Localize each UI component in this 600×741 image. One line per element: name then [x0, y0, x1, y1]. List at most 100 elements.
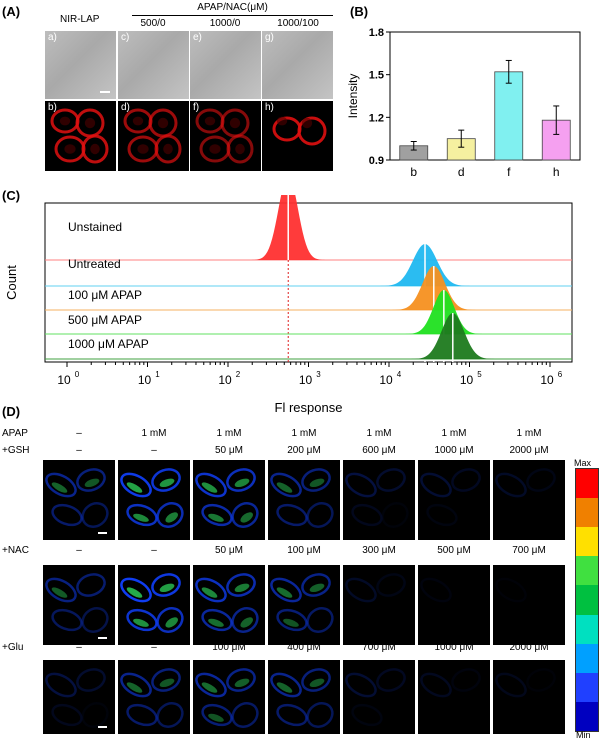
cell-outline — [51, 503, 83, 527]
cell-outline — [226, 668, 256, 692]
cell-fluorescence — [195, 108, 254, 164]
red-cell-outline — [297, 116, 327, 146]
series-label: Untreated — [68, 257, 121, 271]
colorbar-segment — [576, 701, 598, 731]
cell-nucleus — [276, 116, 288, 126]
cell-nucleus — [229, 117, 241, 129]
hotspot — [126, 482, 143, 493]
x-tick-exponent: 5 — [477, 370, 482, 379]
concentration-label: – — [76, 445, 82, 456]
concentration-label: 100 μM — [212, 642, 246, 653]
cell-outline — [345, 577, 377, 603]
cell-signal — [270, 668, 334, 728]
series-label: Unstained — [68, 220, 122, 234]
fluorescence-image — [43, 460, 115, 540]
cell-outline — [156, 607, 184, 633]
x-tick-label: 10 — [379, 373, 393, 387]
hotspot — [201, 682, 218, 693]
cell-outline — [156, 702, 184, 728]
subpanel-label: h) — [265, 102, 274, 113]
x-tick-label: f — [507, 165, 511, 179]
cell-outline — [306, 502, 334, 528]
hotspot — [276, 682, 293, 693]
apap-value: 1 mM — [366, 428, 392, 439]
cell-signal — [495, 672, 527, 698]
cell-outline — [226, 573, 256, 597]
subpanel-label: a) — [48, 32, 57, 43]
fluorescence-image — [343, 565, 415, 645]
cell-signal — [45, 573, 109, 633]
cell-outline — [151, 573, 181, 597]
cell-outline — [231, 502, 259, 528]
fluorescence-image — [43, 660, 115, 734]
scale-bar — [98, 532, 107, 534]
series-label: 100 μM APAP — [68, 288, 142, 302]
cell-outline — [126, 703, 158, 727]
x-tick-label: 10 — [299, 373, 313, 387]
row-label-gsh: +GSH — [2, 445, 30, 456]
hotspot — [201, 587, 218, 598]
row-label-nac: +NAC — [2, 545, 29, 556]
fluorescence-image: d) — [118, 101, 189, 171]
cell-outline — [420, 672, 452, 698]
cell-outline — [195, 577, 227, 603]
red-cell-outline — [154, 134, 182, 164]
fluorescence-image — [268, 460, 340, 540]
series-label: 1000 μM APAP — [68, 337, 149, 351]
cell-signal — [270, 468, 334, 528]
concentration-label: 1000 μM — [434, 445, 474, 456]
cell-signal — [345, 468, 409, 528]
cell-signal — [195, 668, 259, 728]
hotspot — [126, 587, 143, 598]
red-cell-outline — [226, 134, 254, 164]
hotspot — [208, 513, 224, 522]
cell-outline — [126, 503, 158, 527]
hotspot — [234, 583, 250, 593]
cell-signal — [420, 468, 481, 527]
x-tick-label: 10 — [460, 373, 474, 387]
treatment-underline — [132, 15, 333, 16]
cell-outline — [120, 672, 152, 698]
concentration-label: 600 μM — [362, 445, 396, 456]
cell-outline — [376, 468, 406, 492]
concentration-label: 50 μM — [215, 545, 243, 556]
fluorescence-image: b) — [45, 101, 116, 171]
panel-a-label: (A) — [2, 4, 21, 19]
fluorescence-image: h) — [262, 101, 333, 171]
concentration-label: 1000 μM — [434, 642, 474, 653]
x-tick-label: 10 — [138, 373, 152, 387]
x-tick-label: 10 — [218, 373, 232, 387]
concentration-label: 400 μM — [287, 642, 321, 653]
x-tick-label: b — [410, 165, 417, 179]
brightfield-image: a) — [45, 31, 116, 99]
red-cell-outline — [81, 134, 109, 164]
cell-signal — [495, 468, 556, 498]
cell-outline — [201, 703, 233, 727]
cell-nucleus — [64, 144, 76, 154]
panel-d-label: (D) — [2, 404, 21, 419]
cell-nucleus — [84, 117, 96, 129]
plot-frame — [389, 31, 581, 161]
fluorescence-image — [493, 460, 565, 540]
cell-signal — [345, 668, 406, 727]
hotspot — [126, 682, 143, 693]
cell-signal — [45, 668, 109, 728]
cell-signal — [45, 468, 109, 528]
x-tick-label: h — [553, 165, 560, 179]
apap-value: – — [76, 428, 82, 439]
hotspot — [309, 478, 325, 488]
subpanel-label: d) — [121, 102, 130, 113]
cell-signal — [420, 577, 452, 603]
fluorescence-image — [418, 460, 490, 540]
cell-nucleus — [59, 116, 71, 126]
cell-outline — [151, 468, 181, 492]
concentration-label: – — [151, 642, 157, 653]
hotspot — [165, 512, 178, 523]
x-tick-exponent: 1 — [155, 370, 160, 379]
cell-fluorescence — [50, 108, 109, 164]
y-tick-label: 1.8 — [369, 27, 384, 39]
cell-outline — [495, 672, 527, 698]
cell-signal — [493, 565, 565, 645]
colorbar-segment — [576, 527, 598, 557]
fluorescence-image — [118, 460, 190, 540]
